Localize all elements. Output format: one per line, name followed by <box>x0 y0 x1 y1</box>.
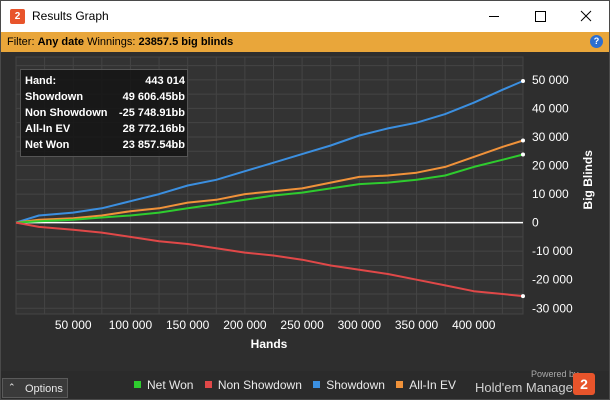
y-tick-label: -10 000 <box>532 244 573 258</box>
chevron-up-icon: ⌃ <box>8 382 16 392</box>
tooltip-label: Hand: <box>25 75 57 87</box>
winnings-label: Winnings: <box>87 36 136 48</box>
series-endpoint <box>521 152 525 157</box>
legend-item-non-showdown[interactable]: Non Showdown <box>204 378 302 392</box>
x-tick-label: 300 000 <box>338 318 382 332</box>
filter-value[interactable]: Any date <box>37 36 85 48</box>
y-tick-label: 0 <box>532 216 539 230</box>
y-tick-label: -20 000 <box>532 273 573 287</box>
minimize-icon <box>489 16 499 17</box>
series-endpoint <box>521 78 525 83</box>
x-axis-label: Hands <box>251 337 288 351</box>
tooltip-label: Non Showdown <box>25 107 107 119</box>
legend-swatch <box>204 381 212 388</box>
maximize-icon <box>535 11 546 22</box>
x-tick-label: 100 000 <box>109 318 153 332</box>
legend-item-net-won[interactable]: Net Won <box>134 378 193 392</box>
legend-item-showdown[interactable]: Showdown <box>313 378 385 392</box>
x-tick-label: 200 000 <box>223 318 267 332</box>
options-label: Options <box>25 383 63 395</box>
y-axis-label: Big Blinds <box>581 150 595 210</box>
y-tick-label: 40 000 <box>532 101 569 115</box>
tooltip-value: 28 772.16bb <box>122 123 185 135</box>
series-line-non-showdown <box>15 221 524 298</box>
series-line-showdown <box>15 80 524 224</box>
x-tick-label: 250 000 <box>280 318 324 332</box>
help-icon[interactable]: ? <box>590 35 603 48</box>
options-button[interactable]: ⌃ Options <box>2 378 68 398</box>
x-tick-label: 400 000 <box>452 318 496 332</box>
maximize-button[interactable] <box>517 1 563 32</box>
tooltip-label: Net Won <box>25 139 70 151</box>
tooltip-row-non-showdown: Non Showdown -25 748.91bb <box>25 107 185 121</box>
legend-label: Showdown <box>326 378 385 392</box>
filter-bar: Filter: Any date Winnings: 23857.5 big b… <box>1 32 609 52</box>
y-tick-label: -30 000 <box>532 301 573 315</box>
tooltip-label: Showdown <box>25 91 84 103</box>
series-line-net-won <box>15 153 524 224</box>
tooltip-value: 49 606.45bb <box>122 91 185 103</box>
tooltip-value: 23 857.54bb <box>122 139 185 151</box>
results-chart: 50 000 40 000 30 000 20 000 10 000 0 -10 000 -2… <box>1 52 609 371</box>
title-bar: 2 Results Graph <box>1 1 609 32</box>
series-endpoint <box>521 138 525 143</box>
series-endpoint <box>521 294 525 299</box>
window-title: Results Graph <box>32 9 109 23</box>
tooltip-row-hand: Hand: 443 014 <box>25 75 185 89</box>
winnings-value: 23857.5 big blinds <box>138 36 234 48</box>
x-tick-label: 150 000 <box>166 318 210 332</box>
filter-label: Filter: <box>7 36 35 48</box>
tooltip-row-showdown: Showdown 49 606.45bb <box>25 91 185 105</box>
close-button[interactable] <box>563 1 609 32</box>
series-line-all-in-ev <box>15 139 524 224</box>
legend-label: Non Showdown <box>217 378 302 392</box>
chart-legend: Net Won Non Showdown Showdown All-In EV <box>134 378 464 394</box>
y-tick-label: 50 000 <box>532 73 569 87</box>
legend-swatch <box>134 381 141 388</box>
legend-item-all-in-ev[interactable]: All-In EV <box>396 378 456 392</box>
tooltip-label: All-In EV <box>25 123 71 135</box>
legend-swatch <box>396 381 404 388</box>
x-tick-label: 350 000 <box>395 318 439 332</box>
tooltip-row-net-won: Net Won 23 857.54bb <box>25 139 185 153</box>
powered-by-text: Powered by <box>531 369 579 379</box>
y-tick-label: 10 000 <box>532 187 569 201</box>
hover-tooltip: Hand: 443 014 Showdown 49 606.45bb Non Sho… <box>20 69 188 157</box>
legend-label: Net Won <box>147 378 194 392</box>
bottom-bar: ⌃ Options Net Won Non Showdown Showdown … <box>1 369 609 399</box>
minimize-button[interactable] <box>471 1 517 32</box>
y-tick-label: 30 000 <box>532 130 569 144</box>
y-tick-label: 20 000 <box>532 159 569 173</box>
legend-label: All-In EV <box>409 378 456 392</box>
hem2-brand-logo-icon: 2 <box>573 373 595 395</box>
tooltip-value: 443 014 <box>145 75 185 87</box>
tooltip-value: -25 748.91bb <box>118 107 185 119</box>
filter-text: Filter: Any date Winnings: 23857.5 big b… <box>7 36 233 48</box>
x-tick-label: 50 000 <box>55 318 92 332</box>
close-icon <box>580 10 592 22</box>
tooltip-row-all-in-ev: All-In EV 28 772.16bb <box>25 123 185 137</box>
legend-swatch <box>313 381 321 388</box>
brand-name: Hold'em Manager <box>475 380 578 395</box>
hem2-logo-icon: 2 <box>10 9 25 24</box>
